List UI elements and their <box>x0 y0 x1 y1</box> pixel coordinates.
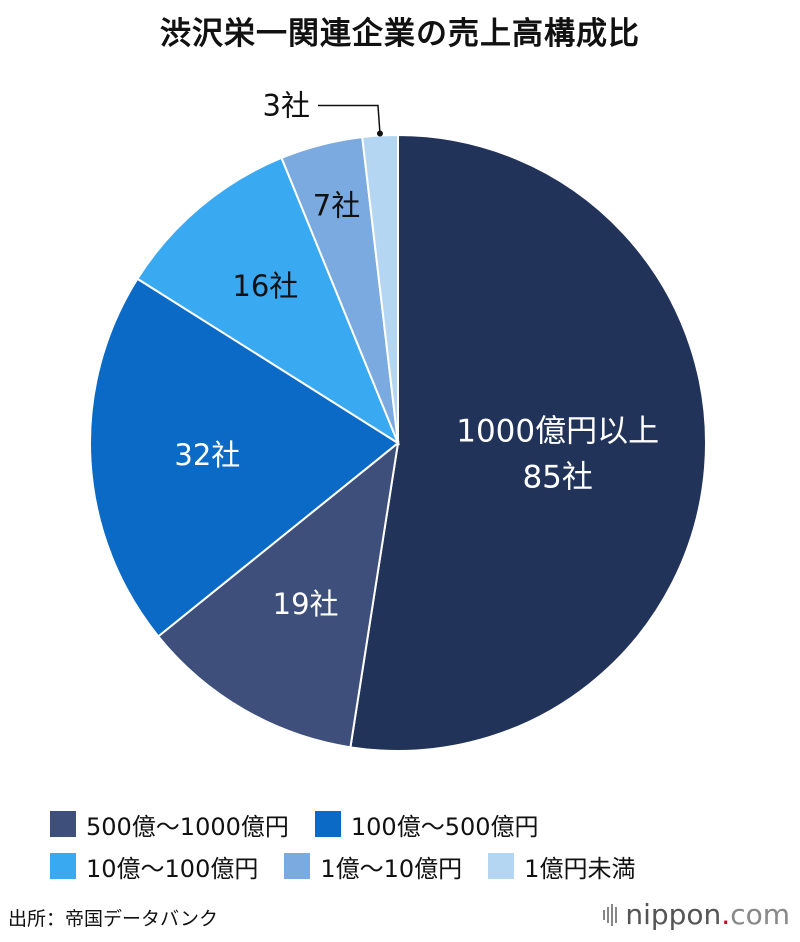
chart-legend: 500億～1000億円 100億～500億円 10億～100億円 1億～10億円 1億… <box>50 806 790 890</box>
slice-value-label: 85社 <box>522 459 592 495</box>
legend-label: 1億円未満 <box>524 854 636 883</box>
legend-row-2: 10億～100億円 1億～10億円 1億円未満 <box>50 848 790 884</box>
pie-chart: 1000億円以上 85社 19社 32社 16社 7社 3社 <box>89 89 707 752</box>
legend-item: 500億～1000億円 <box>50 807 289 842</box>
legend-item: 1億～10億円 <box>284 849 462 884</box>
slice-value-label: 16社 <box>232 269 298 303</box>
legend-label: 500億～1000億円 <box>86 812 289 841</box>
legend-swatch <box>488 853 515 879</box>
legend-swatch <box>284 853 311 879</box>
legend-label: 1億～10億円 <box>320 854 463 883</box>
leader-line <box>317 104 381 134</box>
slice-value-label: 32社 <box>174 438 240 472</box>
source-note: 出所：帝国データバンク <box>8 908 218 930</box>
slice-value-label: 3社 <box>263 89 310 123</box>
legend-row-1: 500億～1000億円 100億～500億円 <box>50 806 790 842</box>
legend-item: 1億円未満 <box>488 849 635 884</box>
slice-value-label: 7社 <box>313 188 360 222</box>
logo-name: nippon <box>625 898 722 931</box>
pie-slice <box>156 440 400 749</box>
pie-slice <box>89 277 400 638</box>
legend-label: 10億～100億円 <box>86 854 259 883</box>
legend-item: 100億～500億円 <box>314 807 539 842</box>
logo-bars-icon <box>603 903 619 926</box>
legend-label: 100億～500億円 <box>350 812 539 841</box>
logo-tld: com <box>730 898 790 931</box>
leader-dot <box>376 130 383 137</box>
logo-dot: . <box>721 898 731 931</box>
pie-slice <box>136 156 401 446</box>
legend-swatch <box>50 853 76 879</box>
chart-title: 渋沢栄一関連企業の売上高構成比 <box>160 16 640 52</box>
pie-slice <box>349 133 707 752</box>
legend-swatch <box>50 811 76 837</box>
legend-swatch <box>314 811 341 837</box>
legend-item: 10億～100億円 <box>50 849 258 884</box>
slice-value-label: 19社 <box>273 587 339 621</box>
nippon-com-logo: nippon. com <box>603 898 790 931</box>
slice-category-label: 1000億円以上 <box>456 413 659 449</box>
